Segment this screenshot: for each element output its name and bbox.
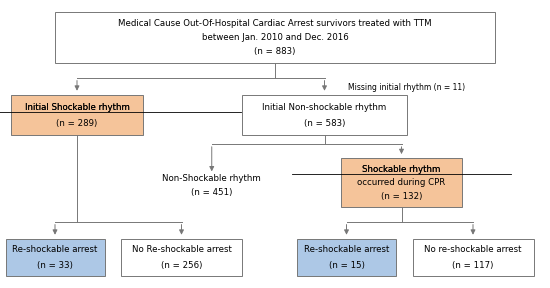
Text: (n = 117): (n = 117): [452, 261, 494, 270]
Text: (n = 289): (n = 289): [56, 119, 97, 128]
Text: Initial Non-shockable rhythm: Initial Non-shockable rhythm: [262, 103, 387, 112]
Text: Shockable rhythm: Shockable rhythm: [362, 164, 441, 174]
Text: Non-Shockable rhythm: Non-Shockable rhythm: [162, 174, 261, 183]
Text: (n = 583): (n = 583): [304, 119, 345, 128]
Text: Re-shockable arrest: Re-shockable arrest: [304, 245, 389, 254]
FancyBboxPatch shape: [11, 95, 143, 135]
Text: (n = 15): (n = 15): [328, 261, 365, 270]
Text: (n = 883): (n = 883): [254, 47, 296, 56]
FancyBboxPatch shape: [55, 12, 495, 63]
Text: Medical Cause Out-Of-Hospital Cardiac Arrest survivors treated with TTM: Medical Cause Out-Of-Hospital Cardiac Ar…: [118, 19, 432, 28]
FancyBboxPatch shape: [242, 95, 407, 135]
Text: occurred during CPR: occurred during CPR: [358, 178, 446, 187]
Text: Initial Shockable rhythm: Initial Shockable rhythm: [25, 103, 129, 112]
Text: (n = 451): (n = 451): [191, 188, 233, 198]
Text: (n = 256): (n = 256): [161, 261, 202, 270]
Text: No Re-shockable arrest: No Re-shockable arrest: [131, 245, 232, 254]
FancyBboxPatch shape: [412, 239, 534, 276]
FancyBboxPatch shape: [6, 239, 104, 276]
Text: between Jan. 2010 and Dec. 2016: between Jan. 2010 and Dec. 2016: [202, 33, 348, 42]
Text: No re-shockable arrest: No re-shockable arrest: [424, 245, 522, 254]
Text: Re-shockable arrest: Re-shockable arrest: [12, 245, 98, 254]
FancyBboxPatch shape: [121, 239, 242, 276]
Text: (n = 132): (n = 132): [381, 192, 422, 201]
Text: (n = 33): (n = 33): [37, 261, 73, 270]
Text: Missing initial rhythm (n = 11): Missing initial rhythm (n = 11): [348, 83, 465, 92]
Text: Shockable rhythm: Shockable rhythm: [362, 164, 441, 174]
FancyBboxPatch shape: [341, 158, 462, 207]
Text: Initial Shockable rhythm: Initial Shockable rhythm: [25, 103, 129, 112]
FancyBboxPatch shape: [297, 239, 396, 276]
